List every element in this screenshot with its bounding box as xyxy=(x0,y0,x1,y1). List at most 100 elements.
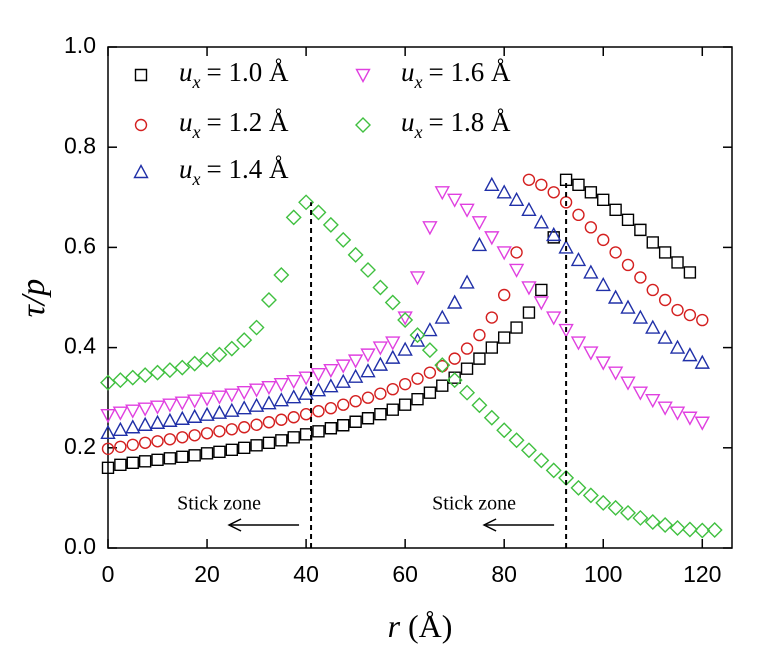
data-point xyxy=(682,347,698,362)
data-point xyxy=(213,445,226,459)
data-point xyxy=(497,331,511,344)
data-point xyxy=(471,236,488,252)
data-point xyxy=(225,443,239,457)
data-point xyxy=(646,236,659,249)
data-point xyxy=(349,415,362,428)
annotation-label: Stick zone xyxy=(177,493,261,515)
data-point xyxy=(471,216,488,231)
data-point xyxy=(261,380,277,396)
legend-var: u xyxy=(401,107,415,137)
data-point xyxy=(558,239,574,254)
legend-sub: x xyxy=(192,122,201,142)
data-point xyxy=(508,263,525,278)
data-point xyxy=(174,396,190,411)
data-point xyxy=(199,392,215,407)
data-point xyxy=(211,404,228,419)
data-point xyxy=(310,204,327,221)
data-point xyxy=(337,398,350,411)
data-point xyxy=(398,378,412,391)
x-tick-label: 100 xyxy=(584,561,622,587)
data-point xyxy=(372,279,389,296)
data-point xyxy=(335,359,351,374)
data-point xyxy=(199,406,215,421)
data-point xyxy=(497,288,511,302)
data-point xyxy=(126,438,139,451)
data-point xyxy=(372,341,389,356)
data-point xyxy=(483,409,500,426)
annotation-arrowhead xyxy=(482,518,497,532)
data-point xyxy=(484,231,500,246)
y-tick-label: 0.2 xyxy=(64,433,96,459)
x-label-unit: (Å) xyxy=(408,608,452,644)
data-point xyxy=(100,409,116,424)
data-point xyxy=(298,371,314,386)
data-point xyxy=(607,289,624,304)
data-point xyxy=(694,354,710,369)
data-point xyxy=(546,226,562,242)
data-point xyxy=(671,256,684,269)
data-point xyxy=(347,354,364,369)
data-point xyxy=(137,402,153,417)
data-point xyxy=(188,449,201,462)
data-point xyxy=(162,412,178,427)
data-point xyxy=(645,319,661,334)
data-point xyxy=(446,294,463,309)
data-point xyxy=(151,453,164,467)
data-point xyxy=(681,521,698,538)
data-point xyxy=(101,442,115,455)
data-point xyxy=(112,421,129,436)
data-point xyxy=(595,494,612,511)
data-point xyxy=(423,386,437,399)
legend-marker xyxy=(355,117,371,133)
data-point xyxy=(621,258,635,272)
annotation-arrowhead xyxy=(227,518,242,532)
data-point xyxy=(583,346,599,361)
data-point xyxy=(101,461,115,475)
data-point xyxy=(385,336,401,351)
data-point xyxy=(151,435,164,448)
data-point xyxy=(597,233,610,247)
data-point xyxy=(397,312,414,329)
data-point xyxy=(521,281,537,296)
data-point xyxy=(199,351,216,368)
data-point xyxy=(411,393,424,406)
data-point xyxy=(126,456,139,470)
data-point xyxy=(236,332,253,349)
data-point xyxy=(149,414,166,429)
data-point xyxy=(508,191,525,207)
data-point xyxy=(188,429,201,442)
data-point xyxy=(634,271,647,284)
data-point xyxy=(114,458,127,472)
legend-marker xyxy=(134,68,148,82)
data-point xyxy=(533,452,550,469)
data-point xyxy=(275,413,288,426)
legend-marker xyxy=(355,68,371,83)
data-point xyxy=(162,398,178,413)
data-point xyxy=(273,377,290,393)
data-point xyxy=(174,359,191,376)
y-tick-label: 0.0 xyxy=(64,533,96,559)
data-point xyxy=(374,408,387,421)
data-point xyxy=(163,452,177,465)
data-point xyxy=(262,436,276,449)
data-point xyxy=(224,388,240,403)
data-point xyxy=(310,367,327,383)
data-point xyxy=(374,387,387,400)
data-point xyxy=(248,383,265,398)
data-point xyxy=(409,271,426,286)
data-point xyxy=(186,355,203,372)
data-point xyxy=(496,422,513,439)
data-point xyxy=(607,366,624,381)
data-point xyxy=(386,383,399,396)
data-point xyxy=(597,193,610,207)
data-point xyxy=(324,422,338,435)
data-point xyxy=(620,504,636,521)
data-point xyxy=(176,450,189,464)
x-tick-label: 80 xyxy=(491,561,517,587)
data-point xyxy=(446,372,463,389)
data-point xyxy=(609,246,622,259)
data-point xyxy=(607,499,624,516)
data-point xyxy=(411,372,424,385)
data-point xyxy=(459,203,475,218)
